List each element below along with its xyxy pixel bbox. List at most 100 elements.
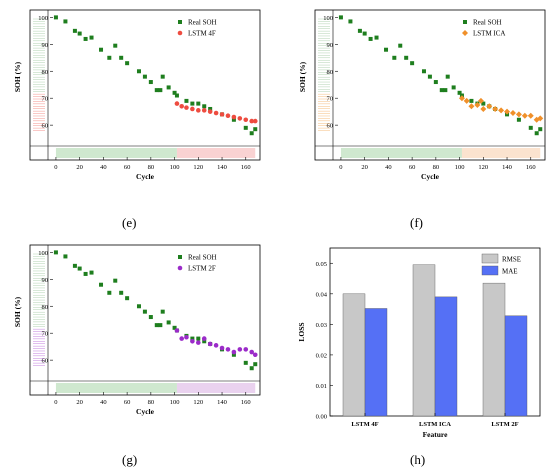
panel-frame (29, 9, 261, 161)
legend-marker (178, 20, 182, 24)
x-axis-label: Cycle (421, 172, 440, 181)
data-point (537, 115, 544, 122)
panel-frame (314, 9, 546, 161)
bar-rmse (482, 282, 506, 417)
data-point (468, 103, 475, 110)
data-point (72, 263, 77, 268)
data-point (498, 107, 505, 114)
data-point (477, 97, 484, 104)
x-tick-label: 20 (76, 164, 83, 171)
legend-label: Real SOH (188, 19, 217, 27)
data-point (243, 360, 248, 365)
data-point (249, 131, 254, 136)
data-point (142, 309, 147, 314)
bar-rmse (412, 264, 436, 417)
x-tick-label: 140 (217, 399, 227, 406)
data-point (160, 74, 165, 79)
data-point (243, 125, 248, 130)
data-point (142, 74, 147, 79)
legend-label: Real SOH (188, 254, 217, 262)
y-tick-label: 90 (327, 42, 334, 49)
legend-swatch (481, 265, 499, 276)
legend-label: LSTM 2F (188, 265, 216, 273)
data-point (99, 282, 104, 287)
data-point (458, 95, 465, 102)
data-point (174, 93, 179, 98)
legend-marker (177, 30, 183, 36)
y-tick-label: 90 (42, 42, 49, 49)
data-point (158, 88, 163, 93)
y-tick-label: 60 (327, 123, 334, 130)
data-point (252, 118, 258, 124)
data-point (158, 323, 163, 328)
data-point (72, 28, 77, 33)
x-tick-label: 20 (76, 399, 83, 406)
y-tick-label: 0.02 (316, 352, 327, 359)
data-point (196, 101, 201, 106)
data-point (213, 343, 219, 348)
y-tick-label: 100 (38, 15, 48, 22)
data-point (166, 85, 171, 90)
data-point (338, 15, 343, 20)
data-point (252, 352, 258, 358)
data-point (172, 90, 177, 95)
x-tick-label: 60 (124, 399, 131, 406)
data-point (253, 127, 258, 132)
y-tick-label: 60 (42, 358, 49, 365)
x-tick-label: 120 (193, 164, 203, 171)
data-point (99, 47, 104, 52)
data-point (534, 131, 539, 136)
y-marginal-strip (33, 18, 45, 131)
y-tick-label: 90 (42, 277, 49, 284)
data-point (521, 112, 528, 119)
data-point (53, 15, 58, 20)
x-tick-label: 140 (502, 164, 512, 171)
y-tick-label: 80 (42, 69, 49, 76)
data-point (249, 118, 254, 124)
data-point (474, 101, 481, 108)
data-point (427, 74, 432, 79)
data-point (207, 109, 213, 114)
y-tick-label: 60 (42, 123, 49, 130)
test-band (461, 148, 541, 158)
data-point (357, 28, 362, 33)
x-tick-label: 80 (433, 164, 440, 171)
data-point (486, 103, 493, 110)
data-point (392, 55, 397, 60)
y-marginal-strip (318, 18, 330, 131)
data-point (154, 323, 159, 328)
data-point (445, 74, 450, 79)
data-point (243, 347, 249, 352)
data-point (433, 80, 438, 85)
x-tick-label: 20 (361, 164, 368, 171)
x-axis-label: Cycle (136, 172, 155, 181)
data-point (219, 345, 225, 351)
data-point (107, 290, 112, 295)
x-tick-label: 40 (100, 164, 107, 171)
data-point (516, 117, 521, 122)
data-point (527, 112, 534, 119)
train-band (55, 383, 177, 393)
data-point (481, 101, 486, 106)
caption-g: (g) (122, 452, 138, 467)
y-tick-label: 0.05 (316, 261, 327, 268)
data-point (225, 347, 231, 352)
test-band (176, 148, 256, 158)
panel-frame (29, 244, 261, 396)
legend-marker (177, 265, 183, 271)
data-point (439, 88, 444, 93)
x-tick-label: 80 (148, 164, 155, 171)
data-point (213, 110, 219, 116)
x-tick-label: LSTM 4F (351, 421, 378, 428)
x-tick-label: 120 (478, 164, 488, 171)
x-tick-label: 160 (241, 164, 251, 171)
data-point (125, 61, 130, 66)
data-point (83, 36, 88, 41)
data-point (174, 328, 180, 333)
legend-marker (178, 255, 182, 259)
data-point (148, 315, 153, 320)
data-point (451, 85, 456, 90)
data-point (119, 290, 124, 295)
data-point (77, 31, 82, 36)
